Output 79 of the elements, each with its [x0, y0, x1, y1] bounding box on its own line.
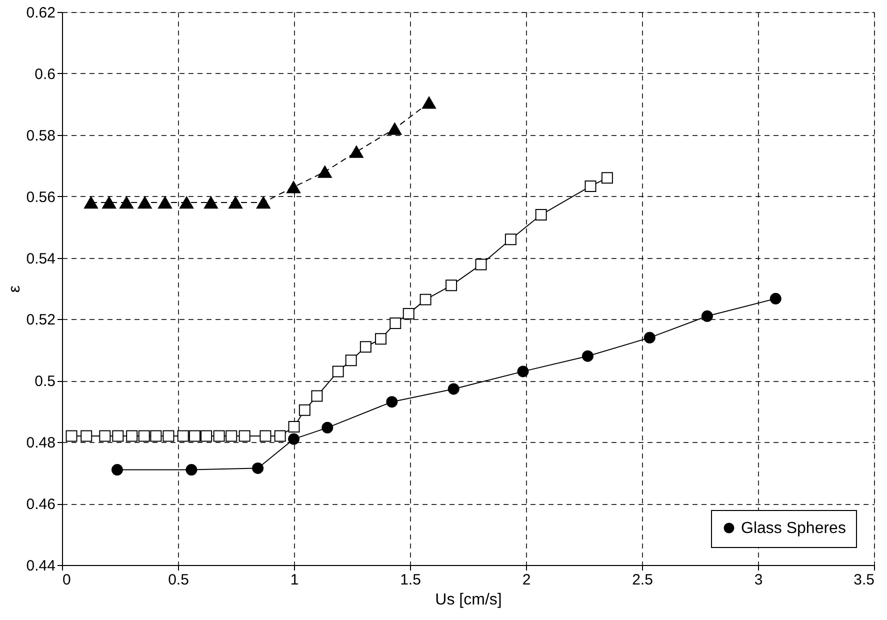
- y-tick-label: 0.6: [34, 66, 56, 83]
- point: [349, 146, 364, 158]
- point: [517, 366, 529, 378]
- point: [177, 430, 189, 442]
- point: [180, 196, 194, 209]
- point: [288, 421, 300, 432]
- point: [770, 292, 782, 304]
- point: [390, 317, 402, 329]
- x-tick-label: 2.5: [632, 572, 653, 588]
- point: [644, 332, 656, 344]
- y-tick-label: 0.48: [26, 434, 56, 452]
- point: [582, 350, 594, 362]
- y-tick-label: 0.56: [26, 188, 56, 206]
- point: [252, 462, 264, 474]
- point: [360, 341, 372, 353]
- x-tick-label: 0: [62, 572, 71, 588]
- point: [228, 196, 243, 209]
- y-axis-title: ε: [6, 285, 24, 293]
- point: [274, 430, 286, 442]
- point: [311, 390, 323, 402]
- point: [375, 333, 387, 345]
- x-tick-label: 3.5: [854, 572, 874, 588]
- point: [186, 464, 198, 476]
- point: [402, 308, 414, 320]
- point: [388, 122, 402, 135]
- point: [226, 430, 238, 442]
- x-tick-label: 1: [290, 572, 299, 588]
- point: [446, 280, 458, 292]
- point: [102, 196, 116, 209]
- point: [138, 196, 152, 209]
- x-tick-label: 1.5: [400, 572, 421, 588]
- legend-label: Glass Spheres: [741, 520, 846, 537]
- y-tick-label: 0.52: [26, 312, 56, 329]
- point: [84, 196, 98, 209]
- point: [601, 172, 613, 184]
- point: [256, 196, 270, 209]
- point: [504, 234, 516, 246]
- point: [448, 383, 460, 395]
- y-tick-label: 0.46: [26, 496, 56, 514]
- y-tick-label: 0.44: [26, 558, 56, 574]
- point: [188, 430, 200, 442]
- point: [535, 209, 547, 221]
- point: [238, 430, 250, 442]
- point: [126, 430, 138, 442]
- y-tick-label: 0.62: [26, 4, 56, 22]
- point: [99, 430, 111, 442]
- point: [286, 180, 301, 194]
- x-axis-title: Us [cm/s]: [435, 592, 502, 608]
- point: [111, 464, 123, 476]
- point: [112, 430, 124, 442]
- y-tick-label: 0.5: [34, 373, 56, 390]
- point: [260, 430, 272, 442]
- point: [422, 96, 436, 109]
- point: [345, 354, 357, 366]
- x-tick-label: 2: [522, 572, 531, 588]
- point: [200, 430, 212, 442]
- point: [584, 180, 596, 192]
- point: [386, 396, 398, 408]
- point: [138, 430, 150, 442]
- y-tick-label: 0.54: [26, 250, 56, 268]
- point: [150, 430, 162, 442]
- point: [66, 430, 78, 442]
- point: [158, 196, 172, 209]
- x-tick-label: 0.5: [168, 572, 189, 588]
- point: [475, 258, 487, 270]
- x-tick-label: 3: [754, 572, 763, 588]
- point: [318, 166, 332, 178]
- point: [298, 404, 310, 416]
- point: [701, 310, 713, 322]
- point: [288, 433, 300, 445]
- point: [162, 430, 174, 442]
- point: [322, 422, 334, 434]
- point: [80, 430, 92, 442]
- point: [204, 196, 218, 209]
- point: [332, 366, 344, 378]
- point: [119, 196, 134, 209]
- point: [213, 430, 225, 442]
- y-tick-label: 0.58: [26, 127, 56, 144]
- point: [420, 294, 432, 306]
